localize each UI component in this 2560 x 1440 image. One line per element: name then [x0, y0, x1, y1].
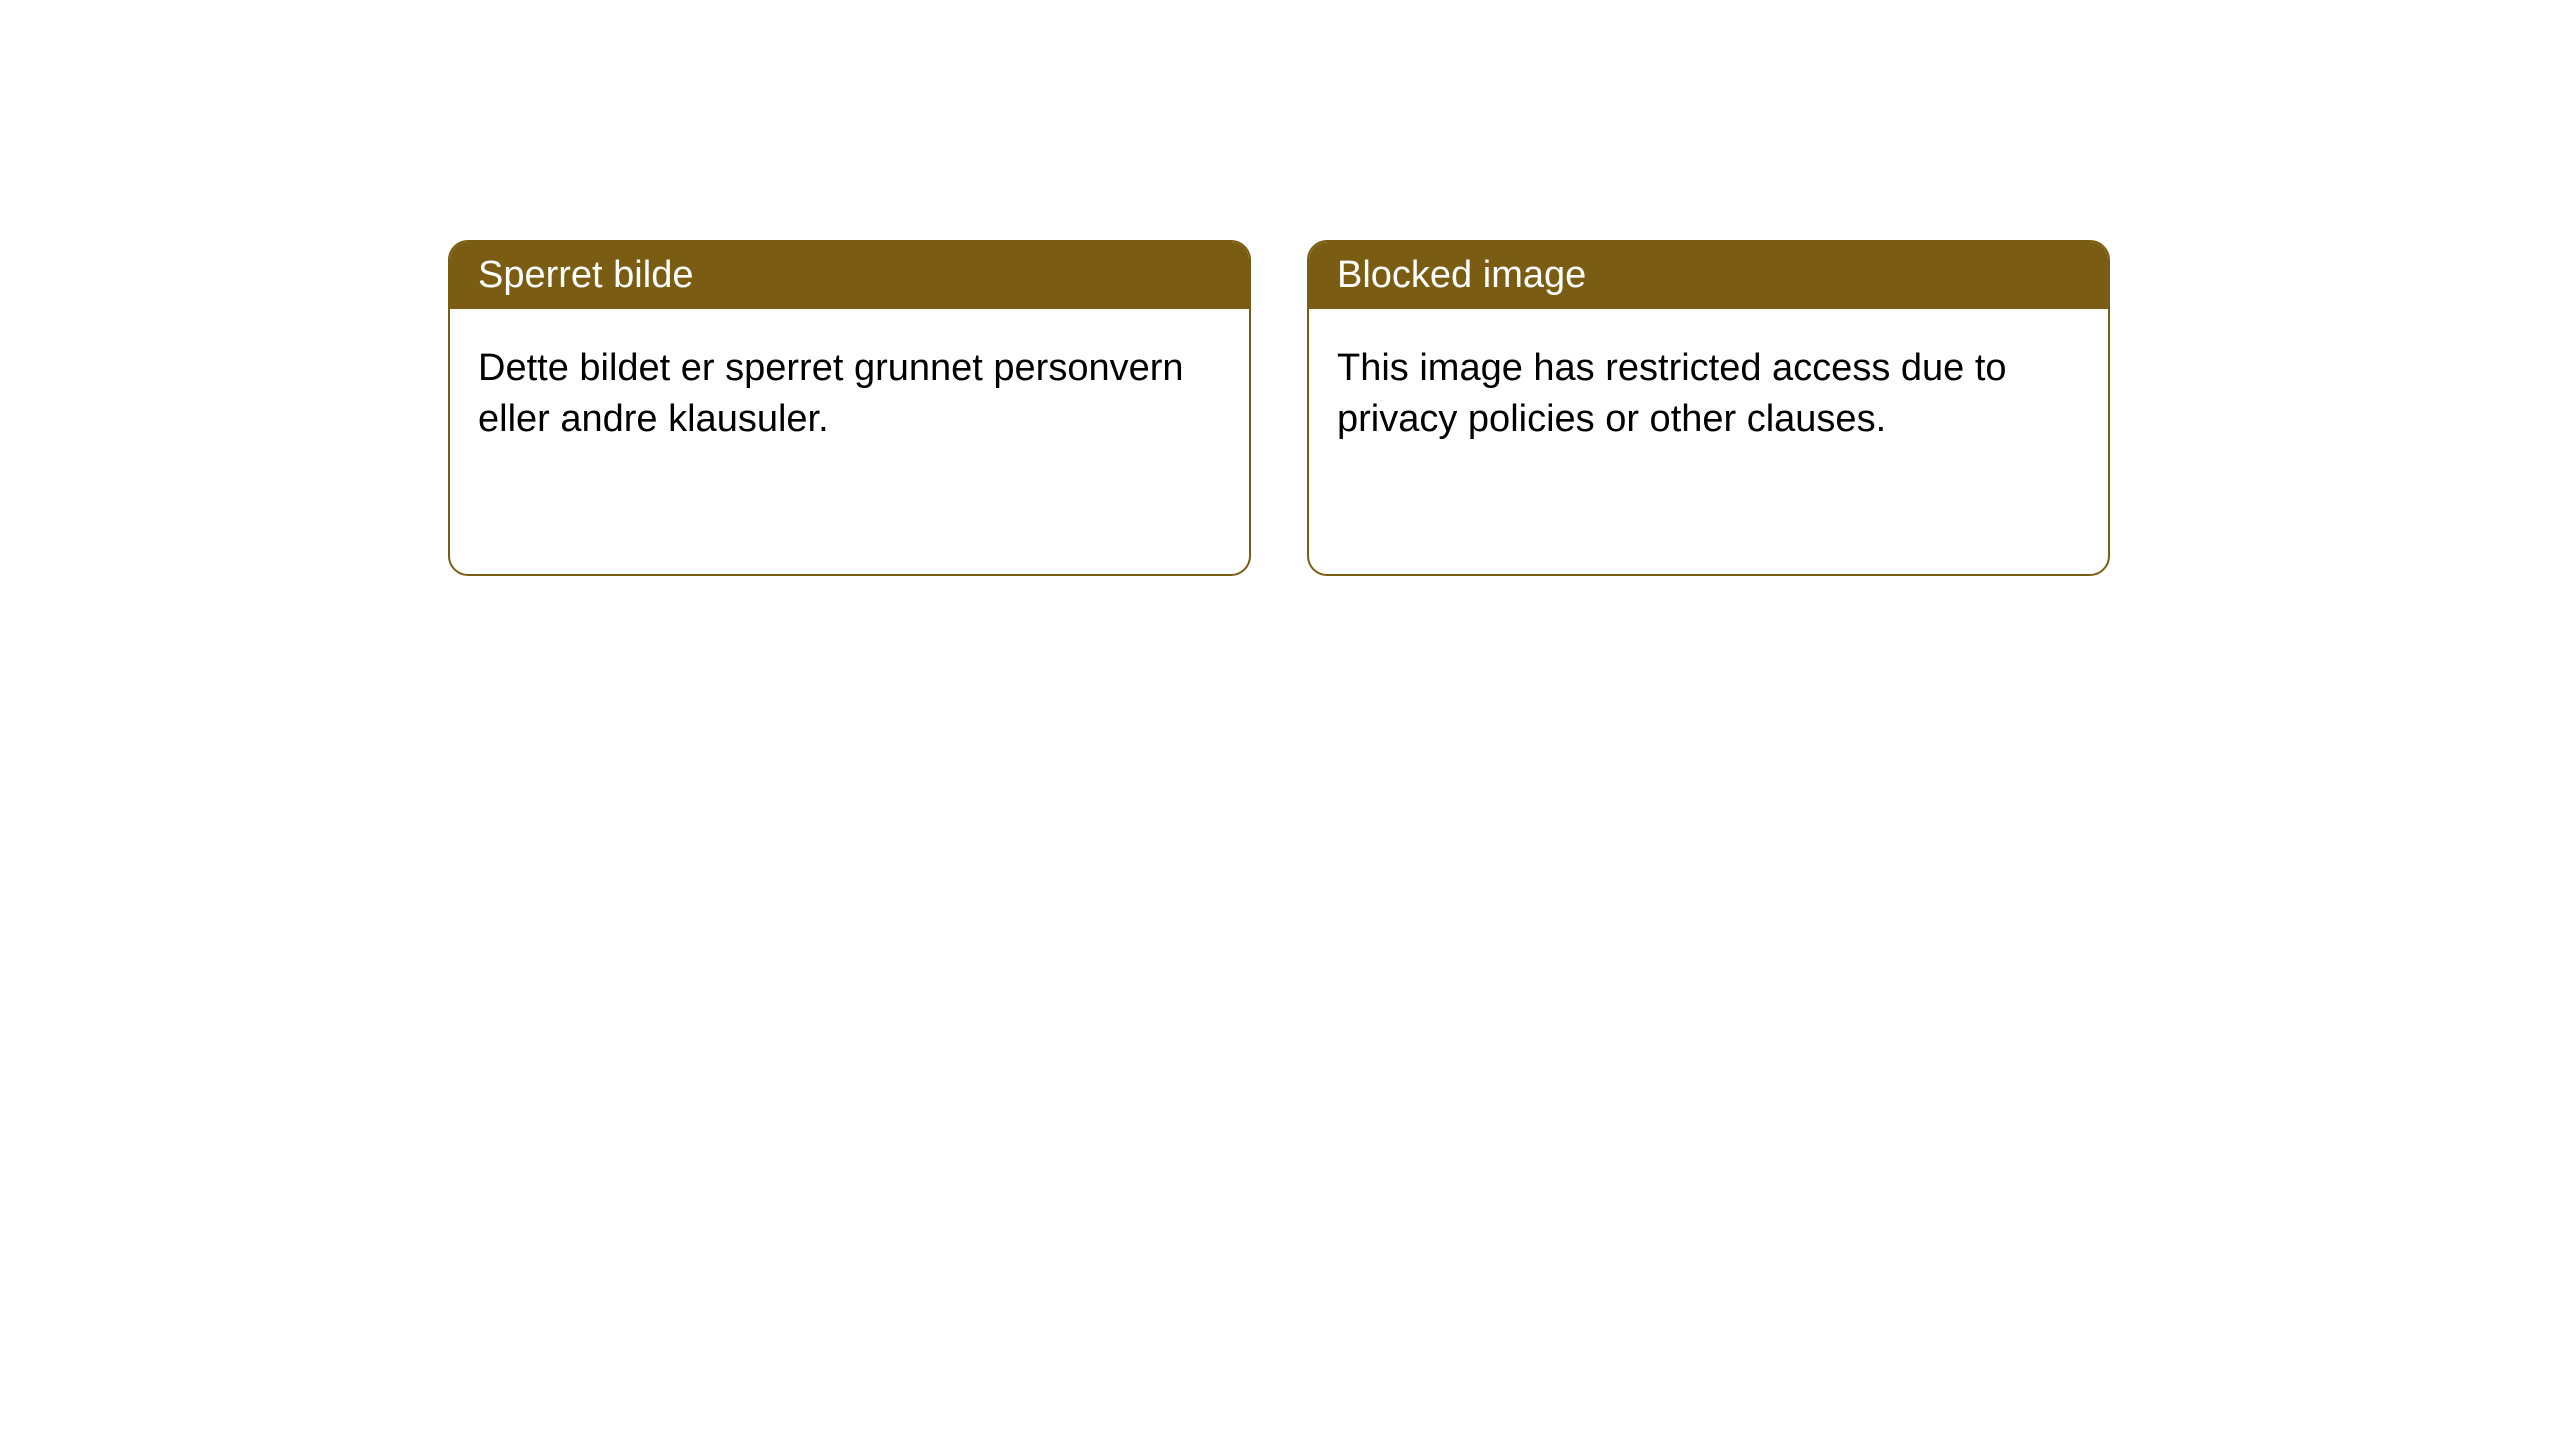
- notice-container: Sperret bilde Dette bildet er sperret gr…: [0, 0, 2560, 576]
- notice-card-title: Sperret bilde: [450, 242, 1249, 309]
- notice-card-title: Blocked image: [1309, 242, 2108, 309]
- notice-card-norwegian: Sperret bilde Dette bildet er sperret gr…: [448, 240, 1251, 576]
- notice-card-english: Blocked image This image has restricted …: [1307, 240, 2110, 576]
- notice-card-body: This image has restricted access due to …: [1309, 309, 2108, 480]
- notice-card-body: Dette bildet er sperret grunnet personve…: [450, 309, 1249, 480]
